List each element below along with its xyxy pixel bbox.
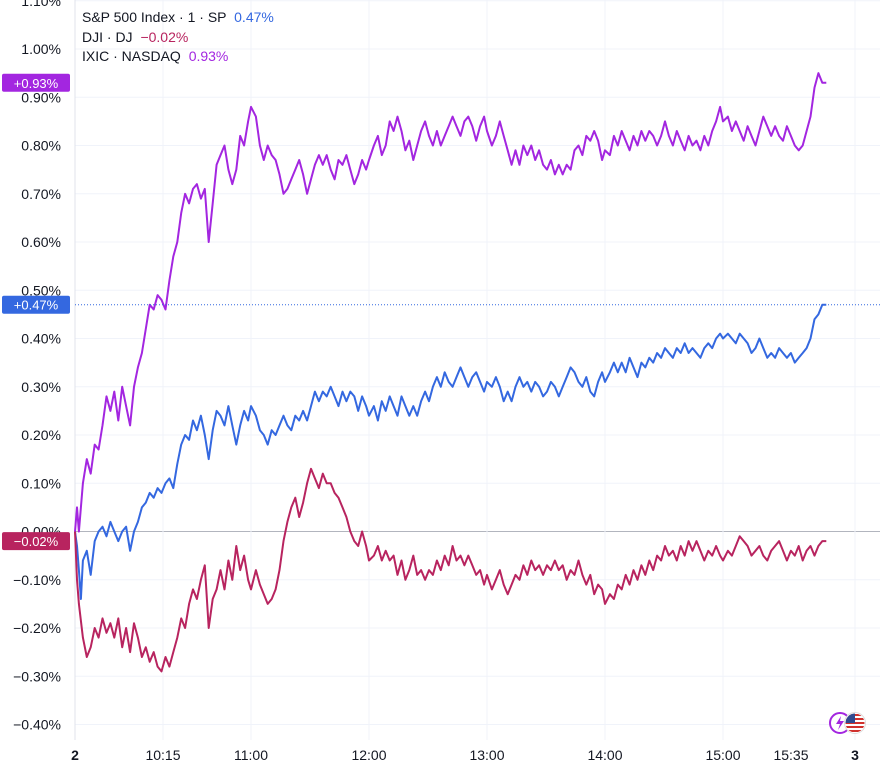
y-tick-label: 1.10% — [21, 0, 61, 9]
x-tick-label: 11:00 — [234, 747, 268, 763]
y-tick-label: 0.20% — [21, 427, 61, 443]
x-tick-label: 10:15 — [145, 747, 180, 763]
legend-label: IXIC · NASDAQ — [82, 48, 181, 64]
y-tick-label: 0.60% — [21, 234, 61, 250]
series-line — [74, 467, 827, 673]
y-tick-label: 0.90% — [21, 89, 61, 105]
value-badge-label: +0.93% — [14, 76, 59, 91]
y-tick-label: −0.40% — [13, 717, 61, 733]
y-tick-label: 0.40% — [21, 331, 61, 347]
value-badge-label: −0.02% — [14, 534, 59, 549]
x-tick-label: 15:35 — [773, 747, 808, 763]
x-tick-label: 2 — [71, 747, 79, 763]
y-tick-label: 1.00% — [21, 41, 61, 57]
legend-value: 0.47% — [234, 9, 274, 25]
y-tick-label: 0.50% — [21, 282, 61, 298]
chart-legend: S&P 500 Index · 1 · SP 0.47% DJI · DJ −0… — [82, 8, 274, 67]
y-axis-labels: 1.10% 1.00% 0.90% 0.80% 0.70% 0.60% 0.50% 0.40%… — [13, 0, 61, 733]
price-badges: +0.93% +0.47% −0.02% — [2, 73, 70, 551]
y-tick-label: 0.10% — [21, 475, 61, 491]
legend-label: S&P 500 Index · 1 · SP — [82, 9, 227, 25]
value-badge — [2, 295, 70, 314]
x-tick-label: 14:00 — [587, 747, 622, 763]
y-tick-label: 0.70% — [21, 186, 61, 202]
y-tick-label: −0.20% — [13, 620, 61, 636]
y-tick-label: 0.80% — [21, 138, 61, 154]
value-badge-label: +0.47% — [14, 298, 59, 313]
legend-row-sp500[interactable]: S&P 500 Index · 1 · SP 0.47% — [82, 8, 274, 28]
legend-row-dji[interactable]: DJI · DJ −0.02% — [82, 28, 274, 48]
grid-lines — [74, 0, 880, 740]
series-line — [74, 72, 827, 533]
x-tick-label: 13:00 — [469, 747, 504, 763]
us-flag-icon[interactable] — [844, 712, 866, 734]
x-tick-label: 12:00 — [351, 747, 386, 763]
y-tick-label: −0.10% — [13, 572, 61, 588]
x-tick-label: 15:00 — [705, 747, 740, 763]
value-badge — [2, 532, 70, 551]
legend-value: 0.93% — [188, 48, 229, 64]
y-tick-label: 0.30% — [21, 379, 61, 395]
legend-row-ixic[interactable]: IXIC · NASDAQ 0.93% — [82, 47, 274, 67]
legend-label: DJI · DJ — [82, 28, 133, 45]
series-lines — [74, 72, 880, 673]
value-badge — [2, 73, 70, 92]
chart-corner-icons — [828, 711, 868, 735]
series-line — [74, 303, 827, 600]
legend-value: −0.02% — [140, 28, 189, 45]
x-tick-label: 3 — [851, 747, 859, 763]
x-axis-labels: 2 10:15 11:00 12:00 13:00 14:00 15:00 15:35 3 — [71, 747, 859, 763]
y-tick-label: −0.30% — [13, 668, 61, 684]
